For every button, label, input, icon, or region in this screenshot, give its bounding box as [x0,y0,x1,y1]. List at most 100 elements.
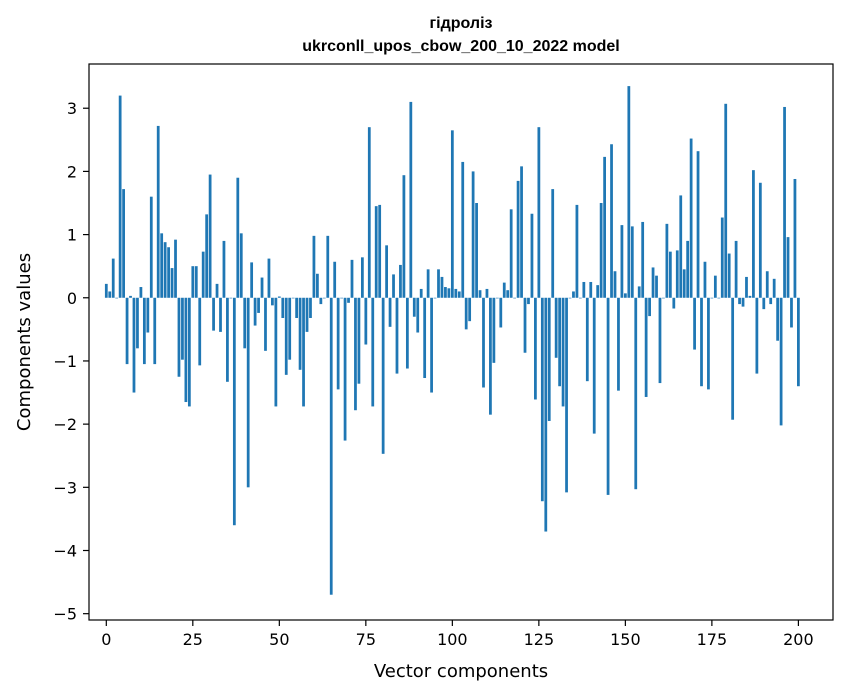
bar-146 [610,144,613,298]
x-tick-label: 0 [101,630,111,649]
x-tick-label: 25 [183,630,203,649]
bar-89 [412,297,416,317]
bar-33 [219,297,222,332]
x-tick-label: 125 [524,630,555,649]
bar-200 [797,297,800,387]
bars-group [104,86,800,595]
bar-84 [395,297,399,374]
bar-70 [347,297,350,303]
bar-39 [239,233,243,298]
bar-37 [232,297,236,526]
bar-75 [364,297,368,345]
bar-49 [274,297,278,407]
bar-67 [336,297,340,390]
bar-90 [416,297,420,333]
bar-191 [765,271,769,298]
y-tick-label: −5 [53,605,77,624]
bar-31 [212,297,215,331]
bar-144 [603,156,606,298]
bar-132 [561,297,565,407]
bar-32 [215,283,219,298]
bar-7 [129,295,132,298]
bar-158 [651,267,655,298]
bar-177 [717,297,721,299]
bar-58 [305,297,309,332]
bar-40 [243,297,247,349]
bar-74 [360,257,364,298]
bar-9 [136,297,139,349]
bar-126 [540,297,544,502]
y-tick-label: 1 [67,226,77,245]
bar-160 [658,297,662,384]
bar-188 [755,297,759,374]
bar-8 [132,297,136,393]
y-tick-label: 2 [67,162,77,181]
bar-166 [679,195,683,298]
bar-141 [592,297,596,434]
bar-197 [786,237,790,298]
bar-135 [572,291,575,298]
bar-153 [634,297,638,490]
bar-100 [450,130,454,298]
bar-168 [686,240,690,298]
bar-122 [527,297,530,305]
bar-155 [641,221,645,298]
bar-128 [547,297,551,421]
bar-110 [485,288,489,298]
bar-112 [492,297,496,363]
y-tick-label: −2 [53,415,77,434]
y-tick-label: −3 [53,478,77,497]
bar-14 [153,297,157,365]
bar-92 [423,297,427,379]
y-tick-label: −1 [53,352,77,371]
bar-107 [475,203,478,298]
bar-136 [575,204,579,298]
bar-69 [343,297,347,441]
bar-97 [440,276,444,298]
bar-114 [499,297,503,328]
bar-156 [644,297,648,397]
bar-175 [710,297,714,299]
bar-117 [509,209,513,298]
y-tick-label: 3 [67,99,77,118]
bar-140 [589,281,593,298]
bar-154 [637,286,641,298]
bar-18 [167,247,170,298]
bar-185 [745,276,748,298]
bar-36 [229,297,233,299]
bar-157 [648,297,651,317]
bar-145 [606,297,610,495]
bar-30 [208,174,212,298]
bar-93 [426,269,430,298]
bar-106 [471,171,475,298]
bar-44 [257,297,260,313]
bar-133 [565,297,568,493]
bar-65 [329,297,333,595]
bar-20 [174,239,177,298]
bar-139 [585,297,589,382]
bar-173 [703,261,707,298]
bar-150 [623,293,627,298]
bar-149 [620,225,624,298]
bar-104 [464,297,468,330]
bar-45 [260,277,264,298]
bar-72 [354,297,357,411]
bar-0 [104,283,108,298]
bar-129 [551,189,555,298]
bar-138 [582,281,586,298]
bar-186 [748,295,752,298]
bar-77 [371,297,375,407]
bar-162 [665,223,669,298]
bar-38 [236,177,240,298]
bar-172 [700,297,703,387]
bar-12 [146,297,150,333]
bar-187 [752,170,755,298]
bar-29 [205,214,209,298]
bar-57 [302,297,305,407]
bar-21 [177,297,181,377]
chart-title: гідроліз [430,15,493,32]
bar-46 [264,297,267,351]
bar-176 [713,275,717,298]
bar-161 [662,297,665,299]
y-axis-label: Components values [14,253,35,431]
